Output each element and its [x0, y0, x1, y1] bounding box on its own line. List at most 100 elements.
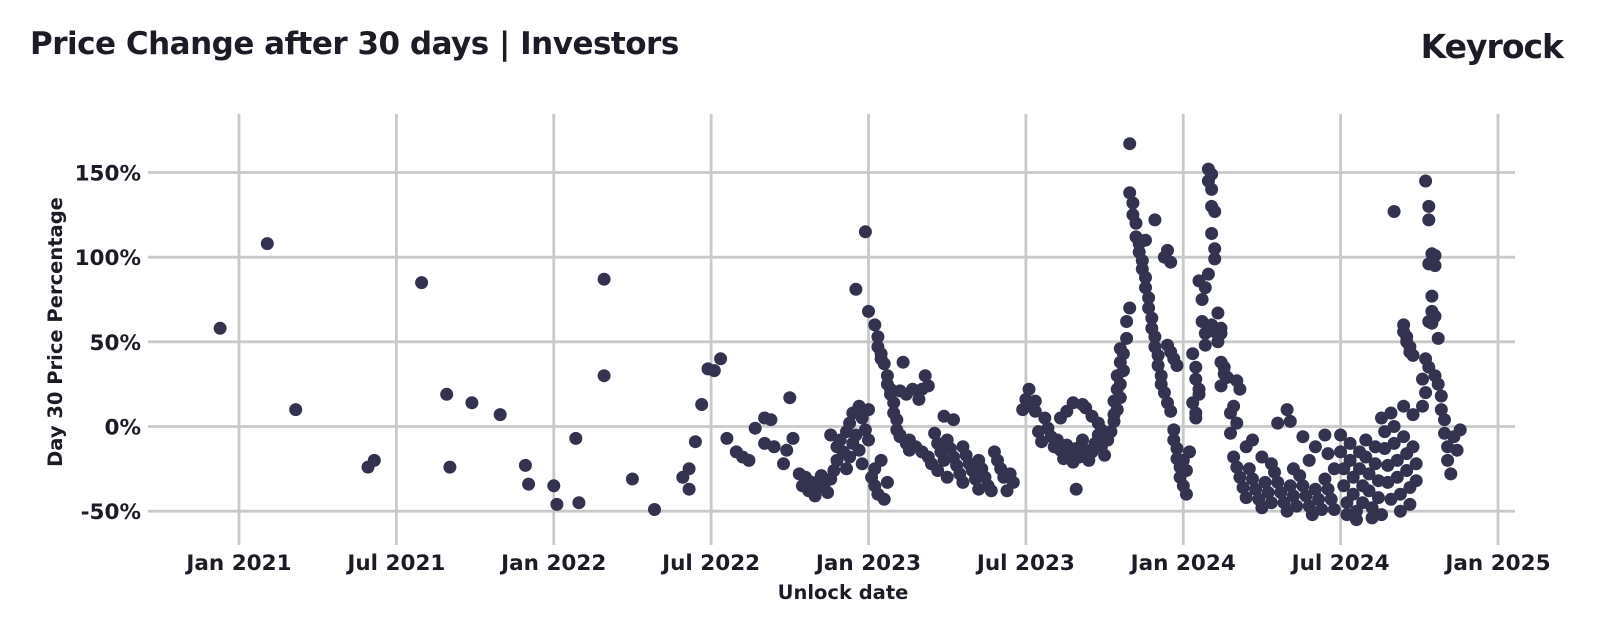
- data-point: [682, 482, 696, 496]
- data-point: [1239, 491, 1253, 505]
- data-point: [1375, 508, 1388, 522]
- gridlines: [148, 114, 1515, 545]
- data-point: [1359, 450, 1373, 464]
- data-point: [1419, 386, 1433, 400]
- data-point: [1337, 479, 1351, 493]
- data-point: [1113, 377, 1127, 391]
- data-point: [1179, 487, 1193, 501]
- data-point: [569, 431, 583, 445]
- data-point: [1110, 403, 1124, 417]
- data-point: [1123, 301, 1137, 315]
- data-point: [1400, 464, 1414, 477]
- data-point: [928, 426, 942, 440]
- data-point: [1208, 242, 1222, 256]
- data-point: [783, 391, 797, 405]
- data-point: [858, 225, 872, 239]
- data-point: [1343, 436, 1357, 450]
- data-point: [1189, 411, 1203, 425]
- data-point: [1116, 364, 1130, 378]
- data-point: [415, 276, 429, 290]
- data-point: [1286, 489, 1300, 503]
- data-point: [896, 355, 910, 369]
- data-point: [1283, 479, 1297, 493]
- data-point: [1214, 326, 1228, 340]
- data-point: [1453, 423, 1467, 437]
- data-point: [1006, 475, 1020, 489]
- data-point: [1362, 484, 1376, 498]
- data-point: [887, 396, 901, 410]
- data-point: [1142, 291, 1156, 305]
- data-point: [260, 237, 274, 251]
- data-point: [1189, 360, 1203, 374]
- scatter-points: [213, 137, 1467, 527]
- data-point: [682, 462, 696, 476]
- data-point: [1403, 497, 1417, 511]
- data-point: [1280, 403, 1294, 417]
- data-point: [1183, 445, 1196, 459]
- x-tick-label: Jul 2022: [660, 551, 760, 576]
- data-point: [1236, 481, 1250, 494]
- data-point: [522, 477, 536, 491]
- data-point: [1164, 404, 1178, 418]
- data-point: [1145, 311, 1159, 325]
- data-point: [1438, 413, 1451, 427]
- data-point: [720, 431, 734, 445]
- data-point: [1397, 430, 1411, 444]
- data-point: [1224, 426, 1237, 440]
- data-point: [1167, 423, 1181, 437]
- data-point: [1422, 199, 1436, 213]
- data-point: [862, 433, 875, 447]
- data-point: [1076, 433, 1089, 447]
- data-point: [1192, 387, 1206, 401]
- data-point: [1113, 391, 1127, 405]
- data-point: [1126, 196, 1140, 210]
- data-point: [1233, 382, 1247, 396]
- data-point: [1318, 472, 1332, 486]
- data-point: [1296, 430, 1310, 444]
- data-point: [1441, 453, 1455, 467]
- data-point: [1123, 137, 1137, 151]
- data-point: [1151, 359, 1165, 372]
- data-point: [1299, 489, 1313, 503]
- data-point: [547, 479, 561, 493]
- data-point: [1139, 281, 1152, 295]
- data-point: [1371, 491, 1385, 505]
- x-tick-label: Jan 2021: [184, 551, 291, 576]
- data-point: [877, 492, 891, 506]
- data-point: [1271, 416, 1285, 430]
- data-point: [827, 464, 841, 477]
- data-point: [1390, 470, 1404, 484]
- data-point: [984, 484, 998, 498]
- data-point: [518, 458, 532, 472]
- data-point: [1387, 436, 1401, 450]
- data-point: [1120, 315, 1134, 328]
- data-point: [821, 486, 835, 499]
- data-point: [1425, 289, 1439, 303]
- data-point: [1419, 174, 1433, 188]
- data-point: [912, 392, 926, 406]
- data-point: [1353, 462, 1366, 476]
- data-point: [890, 413, 904, 427]
- data-point: [1393, 487, 1407, 501]
- data-point: [849, 428, 863, 442]
- y-tick-label: 0%: [104, 416, 141, 441]
- data-point: [1242, 462, 1256, 476]
- data-point: [1280, 504, 1294, 518]
- data-point: [1302, 453, 1316, 467]
- data-point: [1205, 167, 1219, 181]
- data-point: [947, 413, 960, 427]
- data-point: [465, 396, 479, 410]
- data-point: [1387, 420, 1401, 433]
- data-point: [972, 482, 986, 496]
- data-point: [1246, 472, 1259, 486]
- data-point: [874, 453, 888, 467]
- data-point: [1293, 469, 1307, 483]
- data-point: [1022, 382, 1036, 396]
- data-point: [1397, 399, 1411, 413]
- data-point: [1261, 486, 1275, 499]
- data-point: [877, 357, 891, 371]
- data-point: [1450, 443, 1464, 457]
- data-point: [786, 431, 800, 445]
- data-point: [1428, 249, 1442, 262]
